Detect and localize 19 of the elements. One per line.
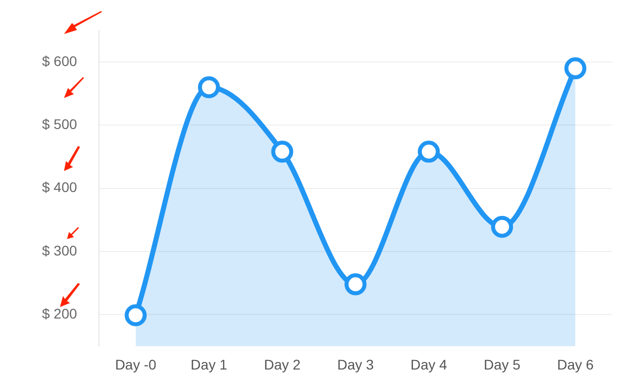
point: [344, 273, 367, 296]
y-tick-label: $ 600: [42, 52, 78, 69]
y-tick-label: $ 500: [42, 116, 78, 132]
y-tick-label: $ 200: [42, 305, 78, 322]
x-tick-label: Day 4: [410, 356, 448, 372]
point: [564, 57, 586, 80]
point: [198, 76, 220, 98]
x-tick-label: Day 6: [557, 356, 594, 372]
x-tick-label: Day 1: [190, 356, 228, 372]
y-tick-label: $ 400: [42, 179, 78, 196]
point: [124, 304, 147, 326]
point: [418, 140, 440, 163]
x-tick-label: Day 3: [337, 356, 374, 372]
y-tick-label: $ 300: [42, 242, 78, 258]
x-tick-label: Day -0: [115, 356, 157, 372]
point: [271, 140, 294, 163]
x-tick-label: Day 5: [484, 356, 521, 372]
point: [491, 216, 514, 238]
x-tick-label: Day 2: [264, 356, 301, 372]
